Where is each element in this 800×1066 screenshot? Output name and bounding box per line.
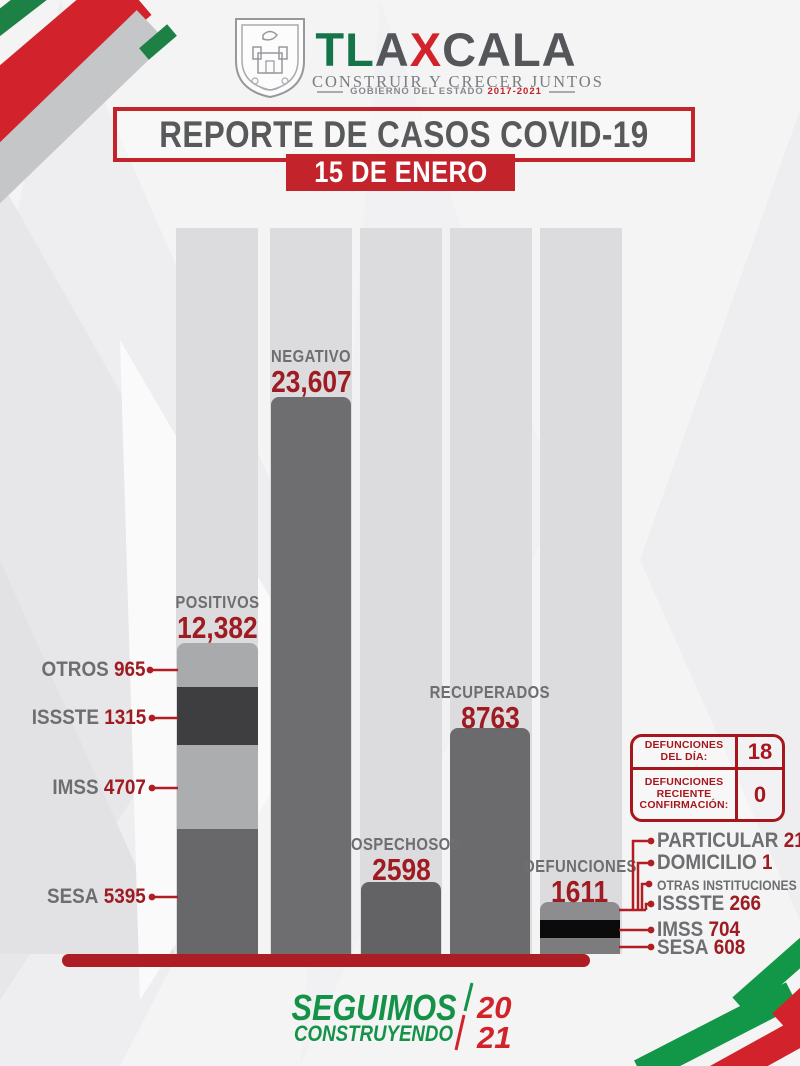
wordmark-cala: CALA: [442, 23, 577, 76]
wordmark-tl: TL: [315, 23, 375, 76]
positivos-breakdown-issste: ISSSTE 1315: [0, 706, 146, 730]
sesa-label: SESA: [47, 885, 99, 908]
label-defunciones-name: DEFUNCIONES: [523, 856, 637, 876]
defunciones-sesa-value: 608: [713, 936, 746, 959]
defunciones-issste-value: 266: [729, 892, 762, 915]
bar-defunciones-segment-bottom: [540, 938, 620, 954]
defunciones-reciente-value: 0: [753, 781, 767, 807]
footer-year-bottom: 21: [477, 1020, 512, 1055]
corner-stripes-top-left: [0, 0, 177, 204]
bar-defunciones-segment-black: [540, 920, 620, 938]
bar-positivos: [177, 643, 258, 954]
footer-divider: [454, 982, 474, 1051]
particular-label: PARTICULAR: [657, 829, 779, 852]
corner-stripes-bottom-right: [634, 937, 800, 1066]
wordmark-x: X: [409, 23, 443, 76]
defunciones-imss-label: IMSS: [657, 918, 704, 941]
defunciones-breakdown-otras-instituciones: OTRAS INSTITUCIONES 11: [657, 872, 800, 898]
positivos-breakdown-sesa: SESA 5395: [0, 885, 146, 909]
bar-defunciones-segment-top: [540, 902, 620, 920]
government-label: GOBIERNO DEL ESTADO: [350, 86, 484, 97]
wordmark-a: A: [374, 23, 410, 76]
report-title: REPORTE DE CASOS COVID-19: [159, 113, 649, 155]
label-recuperados: RECUPERADOS 8763: [406, 682, 574, 735]
government-term: 2017-2021: [487, 86, 542, 97]
domicilio-value: 1: [762, 851, 773, 874]
bar-positivos-segment-otros: [177, 643, 258, 687]
defunciones-breakdown-sesa: SESA 608: [657, 936, 755, 960]
bar-sospechosos: [361, 882, 441, 954]
defunciones-sesa-label: SESA: [657, 936, 709, 959]
chart-column-track-3: [360, 228, 442, 954]
label-positivos-name: POSITIVOS: [174, 592, 259, 612]
issste-value: 1315: [103, 706, 146, 729]
brand-tagline: CONSTRUIR Y CRECER JUNTOS: [312, 72, 604, 91]
footer-year-top: 20: [477, 990, 512, 1025]
defunciones-reciente-label: DEFUNCIONES RECIENTE CONFIRMACIÓN:: [633, 770, 738, 819]
defunciones-del-dia-label: DEFUNCIONES DEL DÍA:: [633, 737, 738, 770]
label-negativo: NEGATIVO 23,607: [227, 346, 395, 399]
otros-value: 965: [114, 658, 146, 681]
particular-value: 21: [783, 829, 800, 852]
report-date-box: 15 DE ENERO: [286, 154, 515, 191]
footer-seguimos: SEGUIMOS: [291, 987, 457, 1028]
label-negativo-name: NEGATIVO: [270, 346, 351, 366]
label-recuperados-value: 8763: [460, 699, 520, 735]
defunciones-breakdown-imss: IMSS 704: [657, 918, 749, 942]
otras-instituciones-label: OTRAS INSTITUCIONES: [657, 878, 797, 893]
bar-defunciones: [540, 902, 620, 954]
defunciones-del-dia-value: 18: [738, 737, 782, 770]
sesa-value: 5395: [103, 885, 146, 908]
positivos-breakdown-otros: OTROS 965: [0, 658, 146, 682]
dash-left: [317, 90, 344, 93]
label-defunciones-value: 1611: [551, 873, 609, 909]
label-positivos-value: 12,382: [176, 609, 258, 645]
bar-positivos-segment-issste: [177, 687, 258, 745]
bar-positivos-segment-imss: [177, 745, 258, 829]
chart-baseline: [62, 954, 590, 967]
imss-value: 4707: [103, 776, 146, 799]
bar-negativo: [271, 397, 351, 954]
positivos-breakdown-imss: IMSS 4707: [0, 776, 146, 800]
defunciones-imss-value: 704: [708, 918, 741, 941]
label-defunciones: DEFUNCIONES 1611: [496, 856, 664, 909]
label-sospechosos-value: 2598: [371, 851, 431, 887]
defunciones-breakdown-issste: ISSSTE 266: [657, 892, 773, 916]
dash-right: [548, 90, 575, 93]
brand-government-line: GOBIERNO DEL ESTADO 2017-2021: [312, 86, 580, 97]
report-date: 15 DE ENERO: [313, 155, 488, 189]
brand-wordmark: TLAXCALA: [312, 26, 580, 73]
label-negativo-value: 23,607: [270, 363, 352, 399]
domicilio-label: DOMICILIO: [657, 851, 757, 874]
defunciones-breakdown-particular: PARTICULAR 21: [657, 829, 800, 853]
imss-label: IMSS: [52, 776, 99, 799]
defunciones-issste-label: ISSSTE: [657, 892, 725, 915]
defunciones-stat-box: DEFUNCIONES DEL DÍA: 18 DEFUNCIONES RECIEN…: [630, 734, 785, 822]
footer-construyendo: CONSTRUYENDO: [294, 1021, 454, 1046]
label-positivos: POSITIVOS 12,382: [133, 592, 301, 645]
coat-of-arms-icon: [235, 18, 305, 99]
label-sospechosos: SOSPECHOSOS 2598: [317, 834, 485, 887]
defunciones-breakdown-domicilio: DOMICILIO 1: [657, 851, 785, 875]
label-sospechosos-name: SOSPECHOSOS: [340, 834, 462, 854]
bar-recuperados: [450, 728, 530, 954]
otros-label: OTROS: [41, 658, 110, 681]
bar-positivos-segment-sesa: [177, 829, 258, 954]
chart-column-track-5: [540, 228, 622, 954]
label-recuperados-name: RECUPERADOS: [429, 682, 551, 702]
issste-label: ISSSTE: [31, 706, 99, 729]
